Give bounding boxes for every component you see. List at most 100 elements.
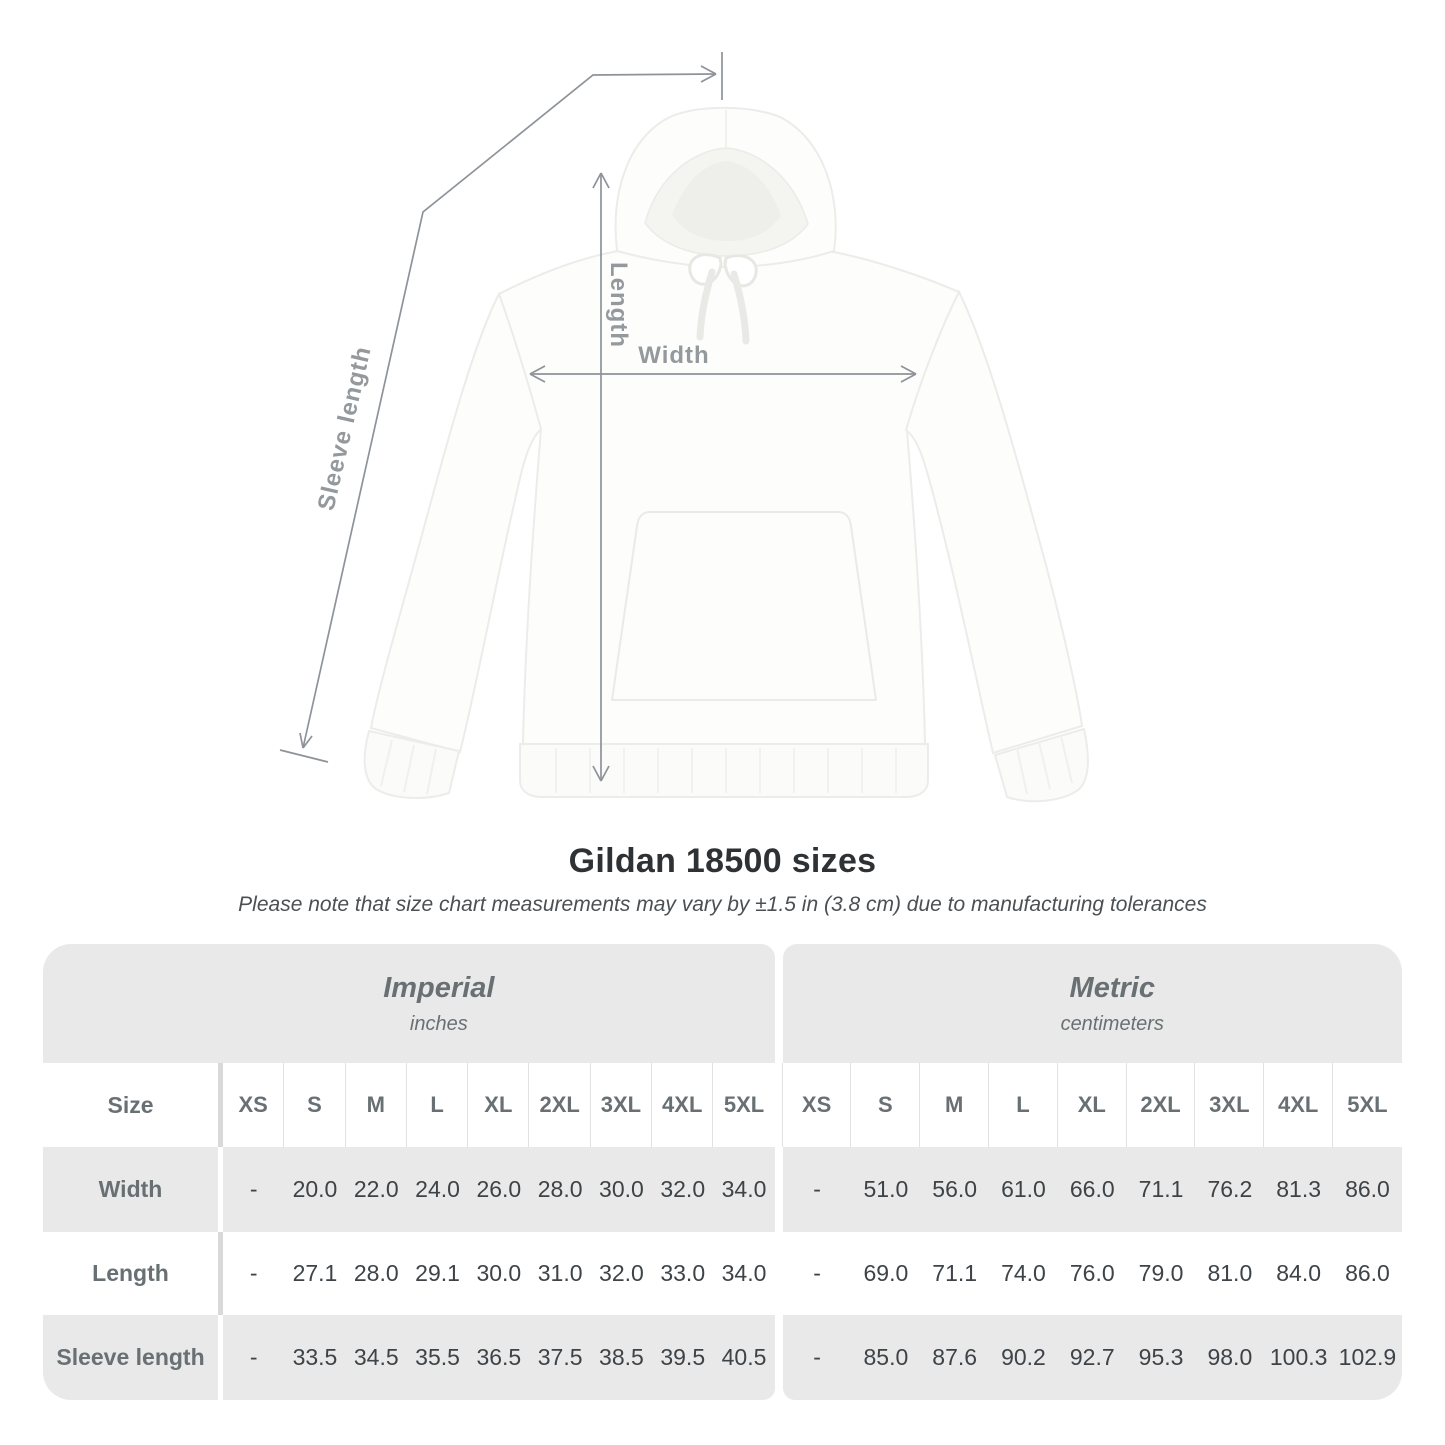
width-imperial-xs: - <box>223 1147 285 1232</box>
header-imperial-4xl: 4XL <box>652 1063 714 1147</box>
header-imperial-xs: XS <box>223 1063 285 1147</box>
sleeve-imperial-s: 33.5 <box>284 1315 346 1400</box>
header-imperial-2xl: 2XL <box>529 1063 591 1147</box>
header-imperial-l: L <box>406 1063 469 1147</box>
metric-group-unit: centimeters <box>1060 1012 1164 1035</box>
width-metric-xl: 66.0 <box>1057 1147 1127 1232</box>
header-metric-xs: XS <box>781 1063 852 1147</box>
length-imperial-4xl: 33.0 <box>652 1232 714 1315</box>
sleeve-metric-2xl: 95.3 <box>1126 1315 1196 1400</box>
imperial-group-unit: inches <box>409 1012 468 1035</box>
tolerance-note: Please note that size chart measurements… <box>238 893 1207 916</box>
sleeve-metric-s: 85.0 <box>851 1315 921 1400</box>
header-metric-s: S <box>851 1063 921 1147</box>
length-imperial-3xl: 32.0 <box>590 1232 653 1315</box>
header-metric-3xl: 3XL <box>1195 1063 1265 1147</box>
header-metric-m: M <box>920 1063 990 1147</box>
width-imperial-s: 20.0 <box>284 1147 346 1232</box>
group-gutter <box>774 1315 783 1400</box>
header-imperial-3xl: 3XL <box>590 1063 653 1147</box>
hoodie-size-diagram: Width Length Sleeve length <box>279 52 1089 803</box>
sleeve-metric-m: 87.6 <box>920 1315 990 1400</box>
hood-drawstring-ends <box>696 268 750 345</box>
sleeve-imperial-m: 34.5 <box>345 1315 407 1400</box>
width-imperial-3xl: 30.0 <box>590 1147 653 1232</box>
width-imperial-l: 24.0 <box>406 1147 469 1232</box>
header-imperial-xl: XL <box>468 1063 530 1147</box>
length-metric-5xl: 86.0 <box>1333 1232 1402 1315</box>
header-metric-xl: XL <box>1057 1063 1127 1147</box>
width-metric-s: 51.0 <box>851 1147 921 1232</box>
hoodie-pocket <box>611 511 877 701</box>
length-imperial-xs: - <box>223 1232 285 1315</box>
width-imperial-m: 22.0 <box>345 1147 407 1232</box>
sleeve-length-arrow-label: Sleeve length <box>313 344 377 514</box>
imperial-group-header: Imperial inches <box>43 944 775 1063</box>
header-imperial-m: M <box>345 1063 407 1147</box>
hoodie-left-cuff <box>363 730 460 799</box>
sleeve-imperial-xs: - <box>223 1315 285 1400</box>
length-imperial-m: 28.0 <box>345 1232 407 1315</box>
width-metric-l: 61.0 <box>989 1147 1058 1232</box>
header-metric-5xl: 5XL <box>1333 1063 1402 1147</box>
length-metric-xs: - <box>782 1232 852 1315</box>
label-separator <box>218 1147 223 1232</box>
length-arrow <box>592 172 610 782</box>
width-imperial-xl: 26.0 <box>468 1147 530 1232</box>
length-imperial-xl: 30.0 <box>468 1232 530 1315</box>
length-metric-s: 69.0 <box>851 1232 921 1315</box>
hoodie-left-sleeve <box>369 291 543 754</box>
header-metric-4xl: 4XL <box>1264 1063 1334 1147</box>
header-imperial-s: S <box>284 1063 346 1147</box>
sleeve-metric-l: 90.2 <box>989 1315 1058 1400</box>
size-table: Imperial inches Metric centimeters Size … <box>43 944 1402 1400</box>
width-arrow-label: Width <box>638 342 709 369</box>
sleeve-imperial-4xl: 39.5 <box>652 1315 714 1400</box>
sleeve-imperial-5xl: 40.5 <box>713 1315 775 1400</box>
group-gutter <box>774 1147 783 1232</box>
sleeve-imperial-3xl: 38.5 <box>590 1315 653 1400</box>
width-metric-xs: - <box>782 1147 852 1232</box>
width-imperial-5xl: 34.0 <box>713 1147 775 1232</box>
length-imperial-5xl: 34.0 <box>713 1232 775 1315</box>
length-imperial-l: 29.1 <box>406 1232 469 1315</box>
length-metric-m: 71.1 <box>920 1232 990 1315</box>
label-separator <box>218 1063 223 1147</box>
label-separator <box>218 1315 223 1400</box>
length-metric-3xl: 81.0 <box>1195 1232 1265 1315</box>
row-label-length: Length <box>43 1232 218 1315</box>
page-title: Gildan 18500 sizes <box>568 842 877 880</box>
length-arrow-label: Length <box>605 262 632 348</box>
length-metric-4xl: 84.0 <box>1264 1232 1334 1315</box>
width-metric-m: 56.0 <box>920 1147 990 1232</box>
size-column-title: Size <box>43 1063 218 1147</box>
width-metric-5xl: 86.0 <box>1333 1147 1402 1232</box>
header-metric-l: L <box>989 1063 1058 1147</box>
group-gutter <box>774 1232 783 1315</box>
hoodie-right-sleeve <box>904 289 1084 755</box>
sleeve-metric-4xl: 100.3 <box>1264 1315 1334 1400</box>
sleeve-metric-5xl: 102.9 <box>1333 1315 1402 1400</box>
row-label-width: Width <box>43 1147 218 1232</box>
metric-group-header: Metric centimeters <box>782 944 1402 1063</box>
length-imperial-2xl: 31.0 <box>529 1232 591 1315</box>
imperial-group-name: Imperial <box>383 971 495 1004</box>
hoodie-illustration <box>363 106 1089 803</box>
group-gutter <box>774 1063 783 1147</box>
header-imperial-5xl: 5XL <box>713 1063 775 1147</box>
group-gutter <box>774 944 783 1063</box>
length-metric-2xl: 79.0 <box>1126 1232 1196 1315</box>
sleeve-metric-3xl: 98.0 <box>1195 1315 1265 1400</box>
label-separator <box>218 1232 223 1315</box>
sleeve-length-arrow <box>279 52 723 763</box>
width-imperial-4xl: 32.0 <box>652 1147 714 1232</box>
width-metric-4xl: 81.3 <box>1264 1147 1334 1232</box>
width-metric-3xl: 76.2 <box>1195 1147 1265 1232</box>
hood-opening-inner <box>672 161 781 241</box>
width-metric-2xl: 71.1 <box>1126 1147 1196 1232</box>
length-metric-l: 74.0 <box>989 1232 1058 1315</box>
hoodie-hem-band <box>519 743 929 798</box>
length-imperial-s: 27.1 <box>284 1232 346 1315</box>
sleeve-metric-xl: 92.7 <box>1057 1315 1127 1400</box>
hoodie-right-cuff <box>994 728 1089 803</box>
